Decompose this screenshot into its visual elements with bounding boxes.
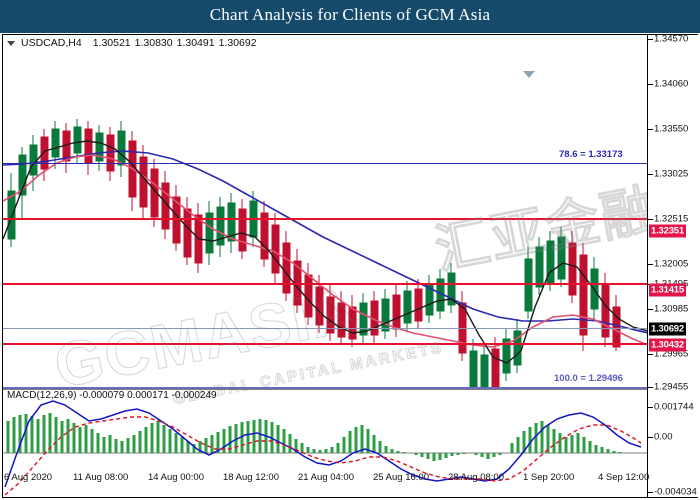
macd-signal-line <box>4 416 642 496</box>
price-candles-svg <box>3 119 647 389</box>
fib-label-100: 100.0 = 1.29496 <box>554 373 623 384</box>
price-axis-label-10: 1.29455 <box>654 381 689 393</box>
time-label-1: 11 Aug 08:00 <box>73 472 129 483</box>
time-label-2: 14 Aug 00:00 <box>148 472 204 483</box>
price-axis[interactable]: 1.34570 1.34060 1.33550 1.33025 1.32515 … <box>648 33 698 498</box>
price-axis-label-1: 1.34060 <box>654 78 689 90</box>
collapse-triangle-icon[interactable] <box>7 40 15 46</box>
close-value: 1.30692 <box>218 37 257 49</box>
price-axis-label-2: 1.33550 <box>654 123 689 135</box>
candlesticks <box>7 119 621 389</box>
ma-fast-line <box>3 140 647 364</box>
price-axis-label-9: 1.29965 <box>654 348 689 360</box>
resistance-line-132351 <box>3 218 647 220</box>
time-label-7: 1 Sep 20:00 <box>523 472 575 483</box>
chart-frame: USDCAD,H4 1.30521 1.30830 1.30491 1.3069… <box>2 34 698 498</box>
time-label-5: 25 Aug 16:00 <box>373 472 429 483</box>
page-title: Chart Analysis for Clients of GCM Asia <box>209 5 491 24</box>
ma-mid-line <box>3 154 647 348</box>
symbol-timeframe-label: USDCAD,H4 <box>21 37 82 49</box>
fib-label-786: 78.6 = 1.33173 <box>559 149 623 160</box>
time-label-3: 18 Aug 12:00 <box>223 472 279 483</box>
symbol-info-bar: USDCAD,H4 1.30521 1.30830 1.30491 1.3069… <box>7 36 257 50</box>
macd-pane[interactable]: MACD(12,26,9) -0.000079 0.000171 -0.0002… <box>3 391 647 497</box>
ma-slow-line <box>3 150 647 334</box>
macd-histogram <box>6 413 622 461</box>
price-badge-resistance-1: 1.32351 <box>649 224 686 238</box>
price-badge-resistance-2: 1.31415 <box>649 283 686 297</box>
price-axis-label-4: 1.32515 <box>654 213 689 225</box>
high-value: 1.30830 <box>134 37 173 49</box>
time-label-6: 28 Aug 08:00 <box>448 472 504 483</box>
price-badge-last: 1.30692 <box>649 322 686 336</box>
time-label-8: 4 Sep 12:00 <box>598 472 650 483</box>
time-axis[interactable]: 6 Aug 2020 11 Aug 08:00 14 Aug 00:00 18 … <box>2 470 650 490</box>
price-badge-support: 1.30432 <box>649 338 686 352</box>
macd-indicator-label: MACD(12,26,9) -0.000079 0.000171 -0.0002… <box>7 391 217 401</box>
price-axis-label-0: 1.34570 <box>654 33 689 45</box>
page-header: Chart Analysis for Clients of GCM Asia <box>0 0 700 33</box>
macd-main-line <box>4 400 642 488</box>
time-label-0: 6 Aug 2020 <box>4 472 53 483</box>
price-axis-label-5: 1.32005 <box>654 258 689 270</box>
fib-line-100 <box>3 387 647 389</box>
resistance-line-131415 <box>3 283 647 285</box>
support-line-130432 <box>3 343 647 345</box>
low-value: 1.30491 <box>176 37 215 49</box>
price-axis-label-7: 1.30985 <box>654 303 689 315</box>
price-pane[interactable]: 78.6 = 1.33173 100.0 = 1.29496 <box>3 51 647 389</box>
macd-svg <box>3 400 647 496</box>
last-price-line <box>3 328 647 329</box>
macd-axis-label-zero: 0.00 <box>654 431 673 443</box>
open-value: 1.30521 <box>92 37 131 49</box>
chart-marker-triangle-icon <box>523 71 535 78</box>
time-label-4: 21 Aug 04:00 <box>298 472 354 483</box>
fib-line-786 <box>3 163 647 164</box>
plot-area[interactable]: USDCAD,H4 1.30521 1.30830 1.30491 1.3069… <box>3 35 648 497</box>
macd-axis-label-bottom: -0.004034 <box>654 486 697 498</box>
pane-divider <box>3 389 647 390</box>
price-axis-label-3: 1.33025 <box>654 168 689 180</box>
macd-axis-label-top: 0.001744 <box>654 401 694 413</box>
